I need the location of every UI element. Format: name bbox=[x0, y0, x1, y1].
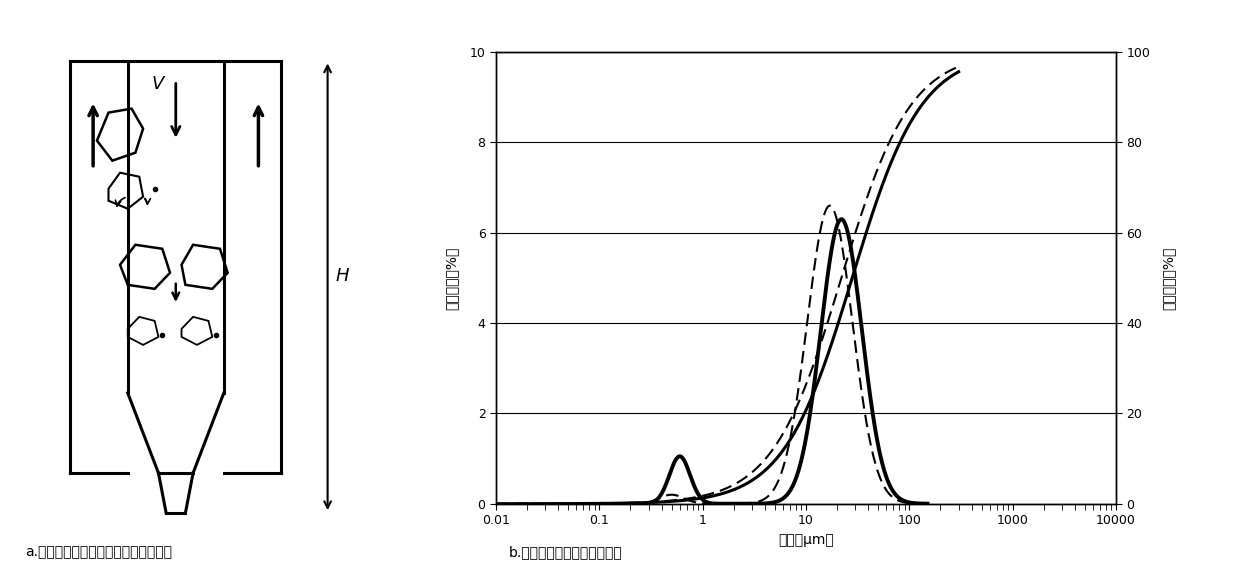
X-axis label: 粒径（μm）: 粒径（μm） bbox=[779, 533, 833, 547]
Y-axis label: 频率分布（%）: 频率分布（%） bbox=[445, 246, 459, 310]
Y-axis label: 累计分布（%）: 累计分布（%） bbox=[1162, 246, 1176, 310]
Text: $V$: $V$ bbox=[151, 75, 166, 93]
Text: $H$: $H$ bbox=[335, 267, 351, 285]
Text: a.　　井筒内固相颛粒粒度降级示意图: a. 井筒内固相颛粒粒度降级示意图 bbox=[25, 545, 172, 559]
Text: b.固相粒度降级前后分布曲线: b.固相粒度降级前后分布曲线 bbox=[508, 545, 622, 559]
